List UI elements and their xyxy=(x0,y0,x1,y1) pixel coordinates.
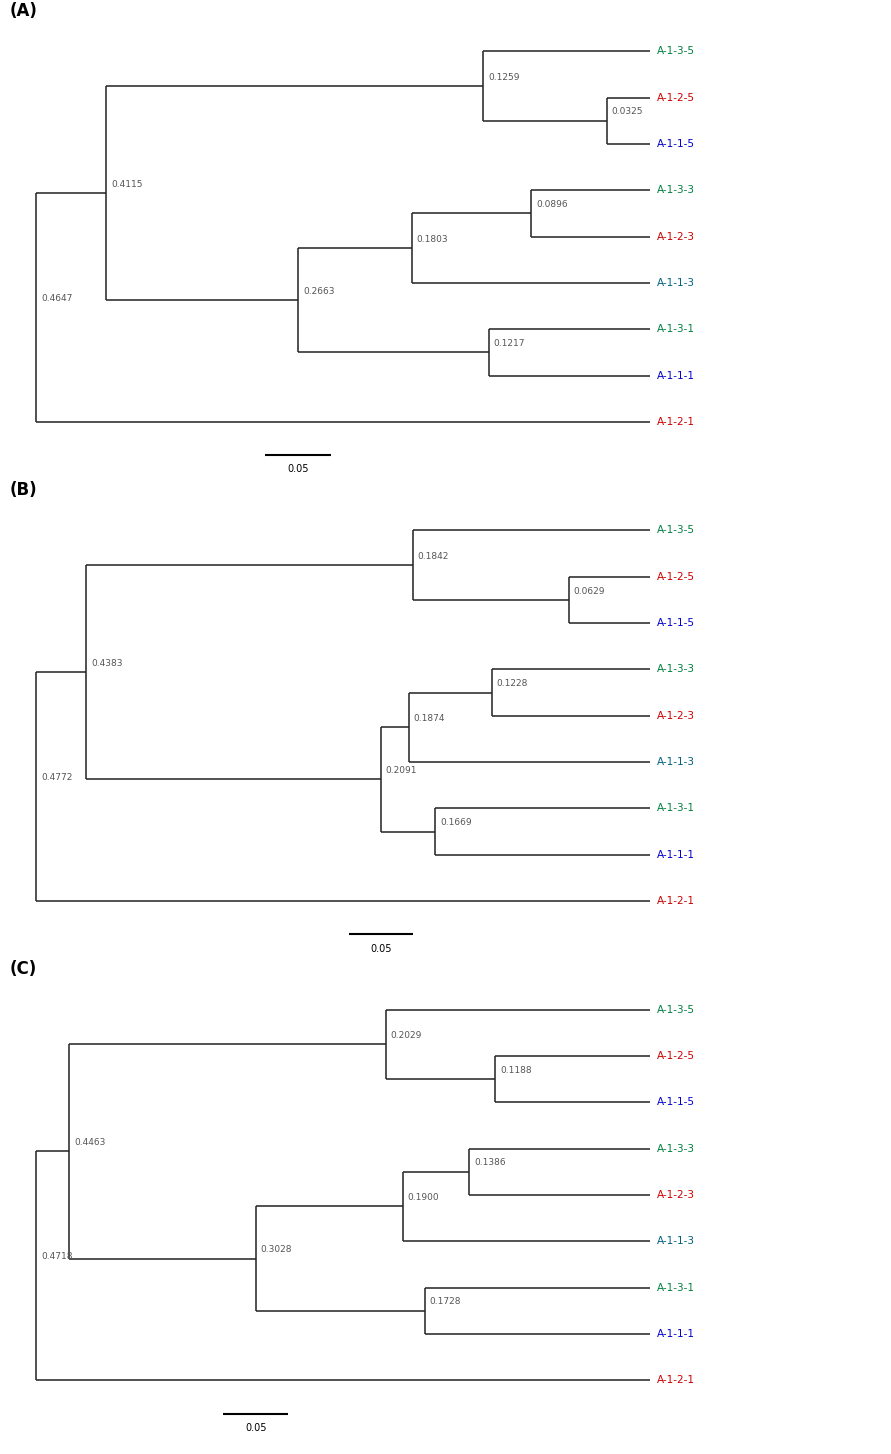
Text: A-1-2-1: A-1-2-1 xyxy=(657,1375,695,1386)
Text: A-1-3-5: A-1-3-5 xyxy=(657,1005,695,1015)
Text: A-1-3-3: A-1-3-3 xyxy=(657,664,695,675)
Text: A-1-3-3: A-1-3-3 xyxy=(657,185,695,195)
Text: A-1-2-1: A-1-2-1 xyxy=(657,417,695,427)
Text: A-1-2-1: A-1-2-1 xyxy=(657,896,695,906)
Text: (A): (A) xyxy=(10,1,37,20)
Text: 0.1217: 0.1217 xyxy=(494,339,526,348)
Text: A-1-2-5: A-1-2-5 xyxy=(657,1051,695,1061)
Text: 0.4115: 0.4115 xyxy=(111,180,143,189)
Text: A-1-1-5: A-1-1-5 xyxy=(657,1098,695,1108)
Text: 0.1259: 0.1259 xyxy=(488,73,519,81)
Text: A-1-1-1: A-1-1-1 xyxy=(657,849,695,859)
Text: A-1-2-3: A-1-2-3 xyxy=(657,231,695,241)
Text: 0.1874: 0.1874 xyxy=(413,714,446,723)
Text: A-1-1-3: A-1-1-3 xyxy=(657,758,695,768)
Text: A-1-1-5: A-1-1-5 xyxy=(657,140,695,148)
Text: A-1-2-5: A-1-2-5 xyxy=(657,93,695,103)
Text: 0.1842: 0.1842 xyxy=(418,551,449,561)
Text: 0.4383: 0.4383 xyxy=(91,659,123,667)
Text: (B): (B) xyxy=(10,481,37,499)
Text: A-1-3-1: A-1-3-1 xyxy=(657,804,695,813)
Text: 0.3028: 0.3028 xyxy=(261,1245,292,1255)
Text: 0.05: 0.05 xyxy=(370,944,391,954)
Text: A-1-1-3: A-1-1-3 xyxy=(657,278,695,288)
Text: 0.05: 0.05 xyxy=(287,464,309,474)
Text: 0.1386: 0.1386 xyxy=(474,1159,506,1168)
Text: 0.1728: 0.1728 xyxy=(429,1297,462,1306)
Text: A-1-3-3: A-1-3-3 xyxy=(657,1144,695,1153)
Text: A-1-2-3: A-1-2-3 xyxy=(657,711,695,721)
Text: 0.4647: 0.4647 xyxy=(41,294,72,302)
Text: 0.2091: 0.2091 xyxy=(386,766,417,775)
Text: 0.0896: 0.0896 xyxy=(536,201,568,209)
Text: A-1-1-1: A-1-1-1 xyxy=(657,1329,695,1339)
Text: A-1-1-3: A-1-1-3 xyxy=(657,1236,695,1246)
Text: 0.1803: 0.1803 xyxy=(416,234,448,244)
Text: A-1-3-5: A-1-3-5 xyxy=(657,525,695,535)
Text: A-1-3-5: A-1-3-5 xyxy=(657,47,695,57)
Text: 0.0629: 0.0629 xyxy=(574,586,605,596)
Text: 0.1669: 0.1669 xyxy=(440,819,471,827)
Text: 0.1228: 0.1228 xyxy=(496,679,528,688)
Text: (C): (C) xyxy=(10,960,37,979)
Text: 0.1900: 0.1900 xyxy=(407,1194,439,1202)
Text: 0.2029: 0.2029 xyxy=(391,1031,422,1040)
Text: 0.2663: 0.2663 xyxy=(303,286,334,295)
Text: 0.05: 0.05 xyxy=(245,1423,266,1432)
Text: 0.4718: 0.4718 xyxy=(41,1252,73,1262)
Text: 0.4772: 0.4772 xyxy=(41,774,72,782)
Text: A-1-3-1: A-1-3-1 xyxy=(657,324,695,334)
Text: A-1-2-5: A-1-2-5 xyxy=(657,571,695,582)
Text: 0.4463: 0.4463 xyxy=(74,1138,106,1147)
Text: 0.1188: 0.1188 xyxy=(500,1066,532,1075)
Text: A-1-3-1: A-1-3-1 xyxy=(657,1282,695,1293)
Text: 0.0325: 0.0325 xyxy=(611,108,643,116)
Text: A-1-1-5: A-1-1-5 xyxy=(657,618,695,628)
Text: A-1-2-3: A-1-2-3 xyxy=(657,1189,695,1200)
Text: A-1-1-1: A-1-1-1 xyxy=(657,371,695,381)
